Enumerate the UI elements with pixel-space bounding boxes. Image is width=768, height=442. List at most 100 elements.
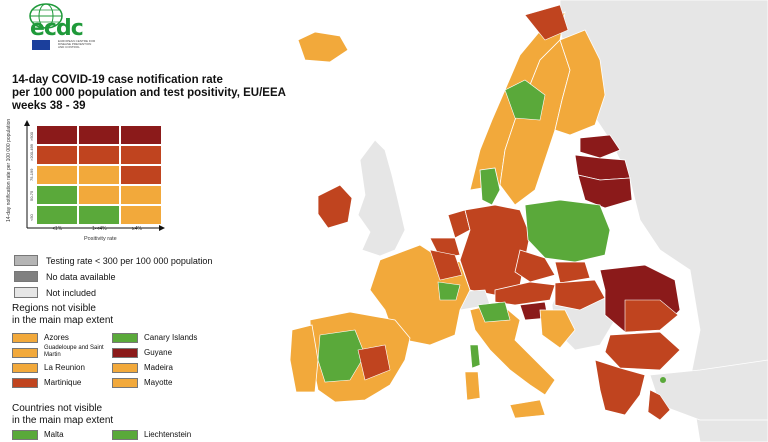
- finland-north-red: [524, 4, 569, 41]
- czechia: [514, 249, 556, 283]
- matrix-cell: [78, 185, 120, 205]
- testing-rate-label: Testing rate < 300 per 100 000 populatio…: [46, 256, 213, 266]
- spain-madrid-red: [357, 344, 391, 381]
- poland: [524, 199, 611, 263]
- matrix-cell: [120, 205, 162, 225]
- title-line-1: 14-day COVID-19 case notification rate: [12, 74, 223, 86]
- matrix-cell: [120, 145, 162, 165]
- matrix-cell: [36, 145, 78, 165]
- y-tick-label: >200-499: [29, 143, 34, 161]
- italy: [469, 302, 556, 396]
- germany: [459, 204, 531, 296]
- ecdc-logo: [26, 2, 98, 54]
- region-swatch: [12, 333, 38, 343]
- region-label: Guadeloupe and Saint Martin: [44, 345, 104, 358]
- bulgaria: [604, 331, 681, 371]
- greek-island-green: [660, 377, 666, 383]
- matrix-cell: [36, 125, 78, 145]
- denmark: [479, 167, 501, 206]
- region-swatch: [12, 378, 38, 388]
- matrix-cell: [78, 145, 120, 165]
- region-label: Canary Islands: [144, 333, 198, 342]
- slovakia: [554, 261, 591, 284]
- romania-south-red: [624, 299, 679, 333]
- region-swatch: [112, 363, 138, 373]
- not-included-swatch: [14, 287, 38, 298]
- italy-north-green: [477, 301, 511, 323]
- croatia: [539, 309, 576, 349]
- x-tick-label: 1-<4%: [92, 226, 107, 232]
- regions-heading: Regions not visible in the main map exte…: [12, 303, 113, 327]
- iceland: [297, 31, 349, 63]
- france-green: [437, 281, 461, 301]
- regions-heading-line-2: in the main map extent: [12, 315, 114, 326]
- portugal: [289, 324, 319, 393]
- country-swatch: [112, 430, 138, 440]
- x-tick-label: ≥4%: [132, 226, 142, 232]
- countries-heading: Countries not visible in the main map ex…: [12, 403, 113, 427]
- austria: [494, 281, 556, 306]
- testing-rate-swatch: [14, 255, 38, 266]
- title-line-2: per 100 000 population and test positivi…: [12, 87, 286, 99]
- matrix-cell: [78, 165, 120, 185]
- matrix-cell: [78, 205, 120, 225]
- countries-heading-line-1: Countries not visible: [12, 403, 103, 414]
- x-axis-label: Positivity rate: [84, 236, 117, 242]
- region-swatch: [112, 348, 138, 358]
- matrix-cell: [120, 165, 162, 185]
- matrix-cell: [36, 165, 78, 185]
- countries-heading-line-2: in the main map extent: [12, 415, 114, 426]
- no-data-swatch: [14, 271, 38, 282]
- sicily: [509, 399, 546, 419]
- region-label: Mayotte: [144, 378, 173, 387]
- france-ne-red: [429, 249, 463, 281]
- y-axis-arrow: [24, 120, 30, 228]
- hungary: [554, 279, 606, 311]
- ecdc-wordmark: ecdc: [30, 16, 84, 41]
- region-label: Martinique: [44, 378, 82, 387]
- country-label: Malta: [44, 430, 64, 439]
- corsica: [469, 344, 481, 369]
- country-label: Liechtenstein: [144, 430, 192, 439]
- region-label: Guyane: [144, 348, 173, 357]
- region-label: Madeira: [144, 363, 173, 372]
- sweden-north-green: [504, 79, 546, 121]
- ireland: [317, 184, 353, 229]
- x-tick-label: <1%: [52, 226, 63, 232]
- greece-islands: [647, 389, 671, 421]
- regions-heading-line-1: Regions not visible: [12, 303, 96, 314]
- region-label: La Reunion: [44, 363, 85, 372]
- globe-icon: [29, 3, 63, 29]
- not-included-label: Not included: [46, 288, 97, 298]
- matrix-cell: [78, 125, 120, 145]
- legend-matrix: [36, 125, 162, 225]
- eu-flag-icon: [32, 40, 50, 50]
- sardinia: [464, 371, 481, 401]
- y-tick-label: 75-199: [29, 168, 34, 181]
- y-axis-label: 14-day notification rate per 100 000 pop…: [6, 118, 12, 222]
- region-swatch: [12, 363, 38, 373]
- country-swatch: [12, 430, 38, 440]
- matrix-cell: [120, 125, 162, 145]
- lithuania: [577, 174, 633, 209]
- ecdc-subtitle: EUROPEAN CENTRE FOR DISEASE PREVENTION A…: [58, 39, 96, 49]
- y-tick-label: >500: [29, 131, 34, 141]
- uk-region: [357, 139, 406, 257]
- region-swatch: [112, 333, 138, 343]
- greece: [594, 359, 646, 416]
- x-axis-arrow: [27, 225, 165, 231]
- title-line-3: weeks 38 - 39: [12, 100, 86, 112]
- matrix-cell: [120, 185, 162, 205]
- region-swatch: [112, 378, 138, 388]
- y-tick-label: <50: [29, 214, 34, 221]
- region-swatch: [12, 348, 38, 358]
- matrix-cell: [36, 205, 78, 225]
- region-label: Azores: [44, 333, 69, 342]
- finland: [554, 29, 606, 136]
- estonia: [579, 134, 621, 159]
- matrix-cell: [36, 185, 78, 205]
- map-title: 14-day COVID-19 case notification rate p…: [12, 74, 322, 113]
- y-tick-label: 50-75: [29, 190, 34, 201]
- no-data-label: No data available: [46, 272, 116, 282]
